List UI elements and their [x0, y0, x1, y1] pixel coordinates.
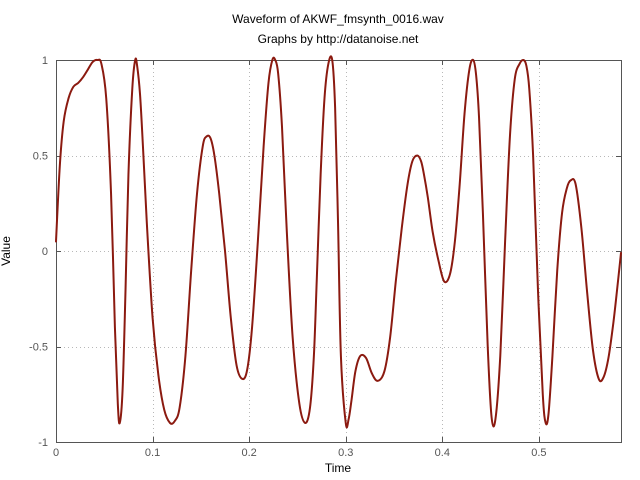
waveform-line: [55, 55, 622, 429]
chart-subtitle: Graphs by http://datanoise.net: [258, 32, 419, 46]
x-tick-label: 0: [53, 447, 59, 459]
x-tick-label: 0.4: [435, 447, 450, 459]
series-group: [55, 55, 622, 429]
y-tick-label: -1: [38, 437, 48, 449]
y-axis-label: Value: [0, 236, 13, 266]
y-tick-label: -0.5: [29, 342, 48, 354]
y-tick-label: 1: [42, 55, 48, 67]
axis-ticks: 0 0.1 0.2 0.3 0.4 0.5 -1 -0.5 0 0.5 1: [29, 55, 621, 459]
x-axis-label: Time: [325, 461, 352, 475]
y-tick-label: 0.5: [33, 151, 48, 163]
x-tick-label: 0.2: [242, 447, 257, 459]
chart-title: Waveform of AKWF_fmsynth_0016.wav: [232, 12, 444, 26]
x-tick-label: 0.5: [531, 447, 546, 459]
x-tick-label: 0.1: [145, 447, 160, 459]
y-tick-label: 0: [42, 246, 48, 258]
x-tick-label: 0.3: [338, 447, 353, 459]
